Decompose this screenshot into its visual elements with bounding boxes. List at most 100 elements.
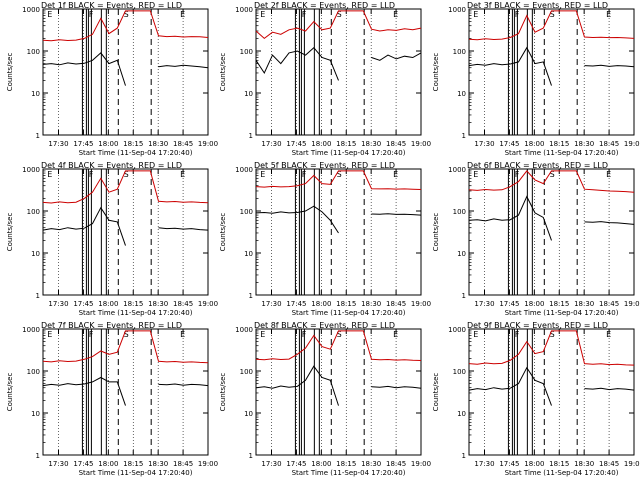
- panel-7-ytick-label: 1: [36, 452, 40, 460]
- panel-1-xtick-label: 17:45: [73, 140, 93, 148]
- panel-9-xtick-label: 17:45: [499, 460, 519, 468]
- panel-2-ytick-label: 1000: [235, 6, 253, 14]
- panel-5-marker-F: F: [302, 170, 307, 179]
- panel-1-marker-S: S: [124, 10, 129, 19]
- panel-2-marker-F: F: [302, 10, 307, 19]
- panel-4-marker-E: E: [180, 170, 185, 179]
- panel-6-series-lld: [468, 170, 635, 193]
- panel-3-ytick-label: 10: [457, 90, 466, 98]
- panel-2-ytick-label: 1: [249, 132, 253, 140]
- panel-6-marker-S: S: [550, 170, 555, 179]
- panel-7-marker-E: E: [180, 330, 185, 339]
- panel-4-marker-E: E: [47, 170, 52, 179]
- panel-2-marker-E: E: [260, 10, 265, 19]
- panel-8-ylabel: Counts/sec: [219, 373, 227, 412]
- panel-1-ylabel: Counts/sec: [6, 53, 14, 92]
- panel-4-ylabel: Counts/sec: [6, 213, 14, 252]
- panel-5-ytick-label: 10: [244, 250, 253, 258]
- panel-4-marker-F: F: [89, 170, 94, 179]
- panel-8-ytick-label: 10: [244, 410, 253, 418]
- panel-6-ytick-label: 1: [462, 292, 466, 300]
- panel-3-xtick-label: 17:45: [499, 140, 519, 148]
- panel-6-marker-E: E: [606, 170, 611, 179]
- panel-6-xtick-label: 18:00: [524, 300, 544, 308]
- panel-5-marker-E: E: [393, 170, 398, 179]
- panel-3-xlabel: Start Time (11-Sep-04 17:20:40): [505, 149, 619, 157]
- panel-6-marker-F: F: [515, 170, 520, 179]
- panel-7-series-events: [42, 376, 209, 406]
- panel-3-xtick-label: 18:15: [549, 140, 569, 148]
- panel-2-xlabel: Start Time (11-Sep-04 17:20:40): [292, 149, 406, 157]
- panel-5-marker-E: E: [260, 170, 265, 179]
- panel-7-xtick-label: 17:30: [48, 460, 68, 468]
- panel-5-xtick-label: 18:00: [311, 300, 331, 308]
- panel-8-xtick-label: 17:45: [286, 460, 306, 468]
- panel-3-marker-F: F: [515, 10, 520, 19]
- panel-9-xtick-label: 18:30: [574, 460, 594, 468]
- panel-8-xtick-label: 18:00: [311, 460, 331, 468]
- panel-7-xtick-label: 18:30: [148, 460, 168, 468]
- panel-7-xtick-label: 18:00: [98, 460, 118, 468]
- panel-9-ytick-label: 1: [462, 452, 466, 460]
- panel-4-xtick-label: 17:45: [73, 300, 93, 308]
- panel-6-series-events: [468, 195, 635, 241]
- panel-9-xtick-label: 18:15: [549, 460, 569, 468]
- panel-6-marker-E: E: [473, 170, 478, 179]
- panel-5-series-lld: [255, 170, 422, 190]
- panel-4-ytick-label: 1: [36, 292, 40, 300]
- panel-7-ytick-label: 100: [27, 368, 40, 376]
- panel-8-marker-F: F: [302, 330, 307, 339]
- panel-6-ytick-label: 1000: [448, 166, 466, 174]
- panel-8-ytick-label: 1: [249, 452, 253, 460]
- panel-6-xtick-label: 18:45: [599, 300, 619, 308]
- panel-9-xtick-label: 17:30: [474, 460, 494, 468]
- panel-9-title: Det 9f BLACK = Events, RED = LLD: [467, 321, 608, 330]
- panel-4-xtick-label: 17:30: [48, 300, 68, 308]
- panel-9-series-lld: [468, 330, 635, 366]
- panel-4-series-events: [42, 206, 209, 246]
- panel-2-title: Det 2f BLACK = Events, RED = LLD: [254, 1, 395, 10]
- panel-5-xtick-label: 19:00: [411, 300, 431, 308]
- panel-2-xtick-label: 18:45: [386, 140, 406, 148]
- panel-3-marker-S: S: [550, 10, 555, 19]
- panel-4-marker-S: S: [124, 170, 129, 179]
- panel-2-ytick-label: 10: [244, 90, 253, 98]
- panel-6-ylabel: Counts/sec: [432, 213, 440, 252]
- panel-3-ytick-label: 100: [453, 48, 466, 56]
- panel-8-ytick-label: 100: [240, 368, 253, 376]
- panel-2-xtick-label: 19:00: [411, 140, 431, 148]
- panel-9-series-events: [468, 366, 635, 406]
- panel-9-xtick-label: 18:45: [599, 460, 619, 468]
- panel-9-xtick-label: 18:00: [524, 460, 544, 468]
- panel-1-series-lld: [42, 10, 209, 42]
- panel-7-ytick-label: 10: [31, 410, 40, 418]
- panel-2-marker-S: S: [337, 10, 342, 19]
- panel-7-ylabel: Counts/sec: [6, 373, 14, 412]
- panel-3-xtick-label: 19:00: [624, 140, 640, 148]
- panel-5-title: Det 5f BLACK = Events, RED = LLD: [254, 161, 395, 170]
- panel-5-xtick-label: 18:30: [361, 300, 381, 308]
- panel-6-xlabel: Start Time (11-Sep-04 17:20:40): [505, 309, 619, 317]
- panel-8-ytick-label: 1000: [235, 326, 253, 334]
- panel-9-marker-E: E: [606, 330, 611, 339]
- panel-3-title: Det 3f BLACK = Events, RED = LLD: [467, 1, 608, 10]
- panel-4-ytick-label: 10: [31, 250, 40, 258]
- panel-6-ytick-label: 10: [457, 250, 466, 258]
- panel-8-xtick-label: 18:15: [336, 460, 356, 468]
- panel-8-xtick-label: 17:30: [261, 460, 281, 468]
- panel-2-xtick-label: 18:15: [336, 140, 356, 148]
- panel-7-marker-S: S: [124, 330, 129, 339]
- panel-9-ytick-label: 100: [453, 368, 466, 376]
- panel-6-xtick-label: 17:30: [474, 300, 494, 308]
- panel-8-xlabel: Start Time (11-Sep-04 17:20:40): [292, 469, 406, 477]
- panel-3-marker-E: E: [606, 10, 611, 19]
- panel-7-series-lld: [42, 330, 209, 364]
- panel-1-series-events: [42, 52, 209, 86]
- panel-4-ytick-label: 100: [27, 208, 40, 216]
- panel-5-ytick-label: 1000: [235, 166, 253, 174]
- panel-4-xtick-label: 18:30: [148, 300, 168, 308]
- panel-2-ytick-label: 100: [240, 48, 253, 56]
- panel-2-series-events: [255, 46, 422, 81]
- panel-8-marker-S: S: [337, 330, 342, 339]
- panel-9-xlabel: Start Time (11-Sep-04 17:20:40): [505, 469, 619, 477]
